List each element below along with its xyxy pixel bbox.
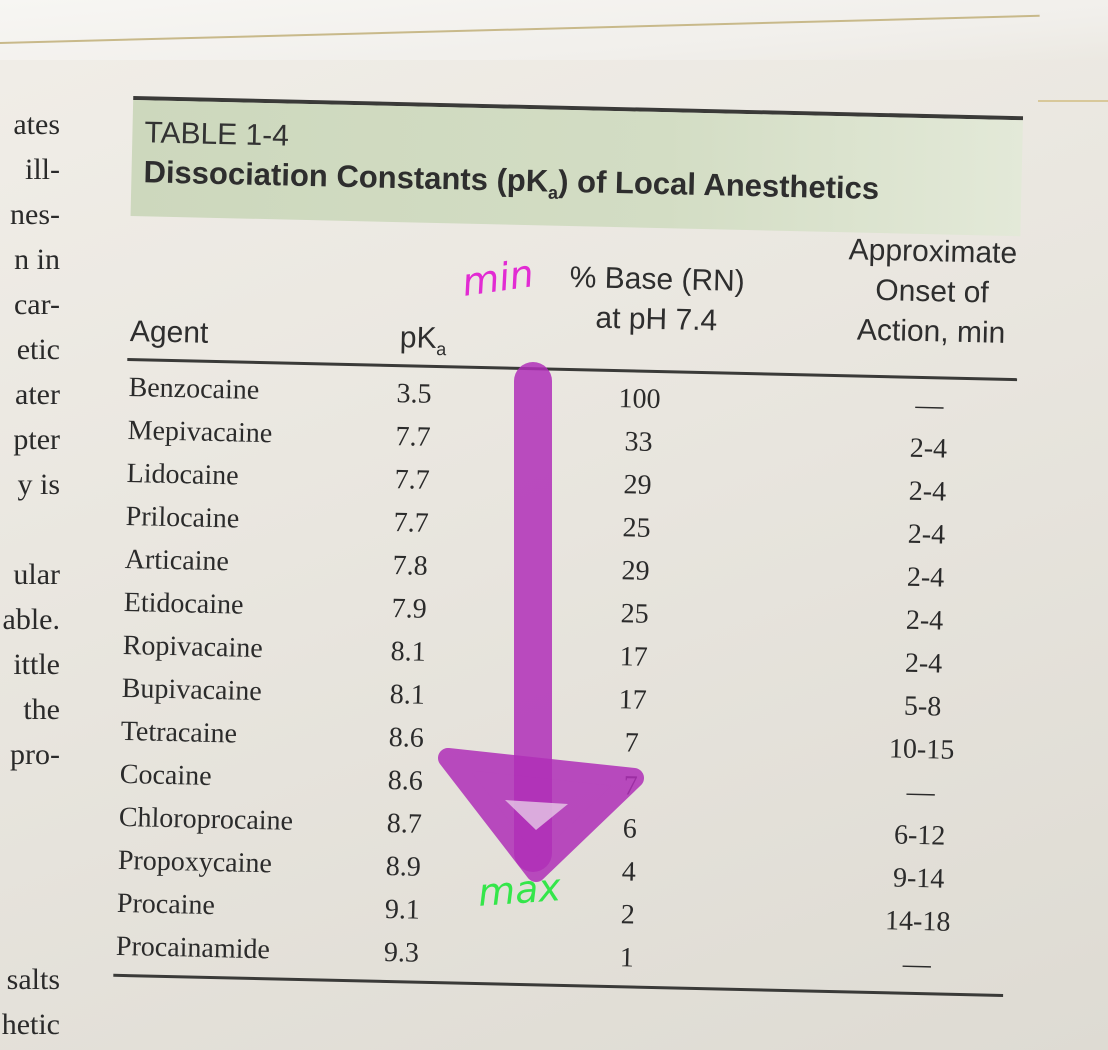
pka-cell: 8.7	[386, 807, 423, 840]
margin-line: ill-	[25, 153, 60, 186]
pka-cell: 7.8	[392, 550, 429, 582]
header-onset-line3: Action, min	[856, 313, 1006, 350]
agent-cell: Lidocaine	[126, 457, 239, 492]
agent-cell: Tetracaine	[120, 715, 238, 750]
header-onset: Approximate Onset of Action, min	[836, 230, 1029, 354]
table-body: Benzocaine 3.5 100 — Mepivacaine 7.7 33 2-4 Lido…	[111, 366, 1024, 988]
base-percent-cell: 33	[624, 426, 653, 458]
base-percent-cell: 25	[620, 598, 649, 630]
margin-line: pro-	[10, 738, 60, 771]
margin-line: hetic	[1, 1008, 60, 1041]
header-onset-line1: Approximate	[848, 233, 1018, 271]
agent-cell: Procainamide	[115, 930, 271, 966]
onset-cell: 10-15	[888, 733, 955, 766]
pka-cell: 9.3	[383, 936, 420, 969]
header-pka: pKa	[399, 321, 447, 360]
pka-cell: 8.1	[389, 679, 426, 711]
agent-cell: Benzocaine	[128, 372, 260, 406]
onset-cell: —	[902, 948, 932, 981]
table-1-4: TABLE 1-4 Dissociation Constants (pKa) o…	[110, 64, 1042, 1044]
pka-cell: 8.6	[387, 764, 424, 797]
onset-cell: 6-12	[893, 819, 946, 852]
margin-line: salts	[6, 963, 60, 996]
margin-line: n in	[14, 243, 60, 276]
margin-line	[0, 507, 62, 552]
agent-cell: Articaine	[124, 543, 230, 578]
agent-cell: Propoxycaine	[117, 844, 273, 880]
onset-cell: 2-4	[906, 561, 945, 594]
page-right-rule	[1038, 100, 1108, 102]
page-edge	[0, 0, 1108, 60]
base-percent-cell: 6	[622, 813, 638, 845]
base-percent-cell: 25	[622, 512, 651, 544]
margin-line: nes-	[10, 198, 60, 231]
onset-cell: —	[915, 389, 944, 422]
onset-cell: 2-4	[904, 647, 943, 680]
header-base-line1: % Base (RN)	[569, 260, 746, 298]
agent-cell: Procaine	[116, 887, 216, 922]
annotation-max: max	[476, 865, 563, 915]
agent-cell: Prilocaine	[125, 500, 240, 535]
pka-cell: 7.9	[391, 593, 428, 625]
onset-cell: 5-8	[903, 690, 942, 723]
onset-cell: 14-18	[884, 905, 951, 938]
pka-cell: 8.9	[385, 850, 422, 883]
margin-line	[0, 912, 62, 957]
margin-line: able.	[2, 603, 60, 636]
base-percent-cell: 100	[618, 383, 661, 416]
margin-line: etic	[16, 333, 60, 366]
margin-line: ular	[13, 558, 60, 591]
base-percent-cell: 4	[621, 856, 637, 888]
agent-cell: Chloroprocaine	[118, 801, 294, 837]
pka-cell: 7.7	[395, 421, 431, 453]
base-percent-cell: 2	[620, 899, 636, 931]
margin-line: ittle	[13, 648, 60, 681]
onset-cell: 2-4	[907, 518, 946, 551]
pka-cell: 8.1	[390, 636, 427, 668]
margin-line: the	[23, 693, 60, 726]
agent-cell: Ropivacaine	[122, 629, 264, 665]
margin-line: y is	[17, 468, 60, 501]
base-percent-cell: 1	[619, 942, 635, 974]
agent-cell: Bupivacaine	[121, 672, 263, 708]
onset-cell: 2-4	[905, 604, 944, 637]
base-percent-cell: 7	[624, 727, 640, 759]
header-agent: Agent	[129, 315, 209, 350]
margin-line	[0, 822, 62, 867]
onset-cell: 9-14	[892, 862, 945, 895]
header-base-line2: at pH 7.4	[595, 301, 718, 338]
base-percent-cell: 7	[623, 770, 639, 802]
base-percent-cell: 29	[621, 555, 650, 587]
onset-cell: 2-4	[909, 432, 948, 465]
margin-line: pter	[13, 423, 60, 456]
pka-cell: 7.7	[394, 464, 430, 496]
agent-cell: Mepivacaine	[127, 415, 273, 450]
header-base: % Base (RN) at pH 7.4	[556, 258, 758, 343]
header-onset-line2: Onset of	[874, 273, 990, 310]
agent-cell: Cocaine	[119, 758, 212, 792]
margin-line	[0, 867, 62, 912]
pka-cell: 9.1	[384, 893, 421, 926]
margin-line: car-	[13, 288, 60, 321]
base-percent-cell: 17	[619, 641, 649, 673]
margin-line	[0, 777, 62, 822]
pka-cell: 8.6	[388, 722, 425, 754]
margin-line: ater	[15, 378, 60, 411]
pka-cell: 7.7	[393, 507, 430, 539]
table-label: TABLE 1-4	[144, 116, 290, 153]
base-percent-cell: 29	[623, 469, 652, 501]
onset-cell: —	[906, 776, 936, 809]
pka-cell: 3.5	[396, 378, 432, 410]
adjacent-column-text: ates ill-nes-n in car-etic ater pter y is ular…	[0, 102, 62, 1047]
onset-cell: 2-4	[908, 475, 947, 508]
agent-cell: Etidocaine	[123, 586, 244, 621]
margin-line: ates	[13, 108, 60, 141]
base-percent-cell: 17	[618, 684, 648, 716]
